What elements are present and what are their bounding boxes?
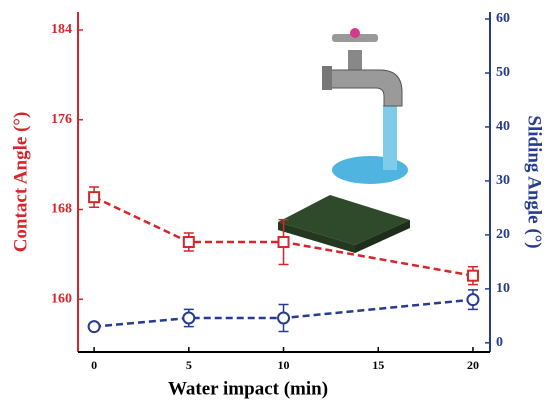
marker	[279, 237, 289, 247]
y2-tick-label: 0	[496, 335, 503, 350]
y2-tick-label: 20	[496, 227, 510, 242]
chart: Water impact (min) Contact Angle (°) Sli…	[0, 0, 550, 404]
marker	[89, 192, 99, 202]
faucet-illustration	[278, 28, 410, 253]
x-tick-label: 5	[186, 358, 192, 372]
y2-tick-label: 60	[496, 11, 510, 26]
y2-axis-label: Sliding Angle (°)	[524, 115, 545, 248]
marker	[89, 321, 100, 332]
x-tick-label: 20	[467, 358, 479, 372]
y-tick-label: 184	[51, 22, 72, 37]
x-axis-label: Water impact (min)	[168, 378, 328, 399]
y-tick-label: 176	[51, 112, 72, 127]
x-tick-label: 15	[372, 358, 384, 372]
y2-tick-label: 50	[496, 65, 510, 80]
y2-tick-label: 40	[496, 119, 510, 134]
y-tick-label: 160	[51, 291, 72, 306]
y2-tick-label: 30	[496, 173, 510, 188]
x-tick-label: 0	[91, 358, 97, 372]
y-tick-label: 168	[51, 202, 72, 217]
marker	[183, 313, 194, 324]
y2-tick-label: 10	[496, 281, 510, 296]
marker	[184, 237, 194, 247]
marker	[468, 271, 478, 281]
x-tick-label: 10	[278, 358, 290, 372]
marker	[467, 294, 478, 305]
marker	[278, 313, 289, 324]
y-axis-label: Contact Angle (°)	[10, 112, 31, 253]
